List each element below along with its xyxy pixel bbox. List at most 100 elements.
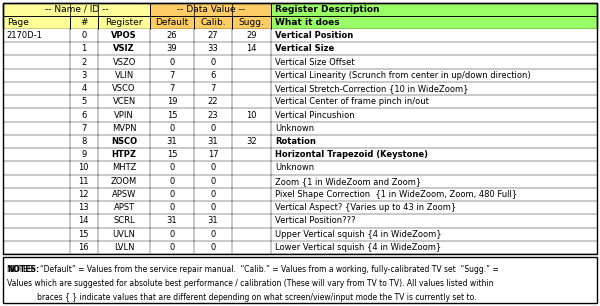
Text: MVPN: MVPN (112, 124, 136, 133)
Text: 6: 6 (81, 110, 86, 120)
Bar (194, 29, 232, 42)
Text: Zoom {1 in WideZoom and Zoom}: Zoom {1 in WideZoom and Zoom} (275, 177, 421, 186)
Bar (3, 29, 70, 42)
Bar (98, 16, 151, 29)
Bar (70, 148, 98, 161)
Bar (70, 69, 98, 82)
Text: 15: 15 (79, 230, 89, 239)
Text: VCEN: VCEN (113, 97, 136, 106)
Text: VSIZ: VSIZ (113, 44, 135, 53)
Text: 0: 0 (211, 58, 215, 67)
Bar (194, 108, 232, 122)
Text: -- Name / ID --: -- Name / ID -- (45, 5, 109, 14)
Bar (194, 16, 232, 29)
Bar (194, 201, 232, 214)
Bar (151, 29, 194, 42)
Bar (271, 175, 597, 188)
Bar (98, 161, 151, 175)
Bar (271, 228, 597, 241)
Bar (151, 16, 194, 29)
Bar (3, 42, 70, 55)
Text: Unknown: Unknown (275, 124, 314, 133)
Text: VSZO: VSZO (112, 58, 136, 67)
Bar (3, 3, 151, 16)
Bar (194, 148, 232, 161)
Text: 0: 0 (169, 203, 175, 212)
Bar (194, 161, 232, 175)
Bar (70, 241, 98, 254)
Bar (98, 29, 151, 42)
Bar (151, 241, 194, 254)
Text: 0: 0 (169, 124, 175, 133)
Text: 0: 0 (211, 190, 215, 199)
Text: 0: 0 (81, 31, 86, 40)
Text: 31: 31 (167, 137, 178, 146)
Bar (70, 135, 98, 148)
Bar (151, 42, 194, 55)
Bar (151, 214, 194, 228)
Bar (232, 175, 271, 188)
Text: 7: 7 (81, 124, 86, 133)
Bar (232, 201, 271, 214)
Text: APSW: APSW (112, 190, 136, 199)
Text: NOTES:  “Default” = Values from the service repair manual.  “Calib.” = Values fr: NOTES: “Default” = Values from the servi… (7, 266, 499, 274)
Bar (194, 228, 232, 241)
Bar (194, 241, 232, 254)
Text: Vertical Pincushion: Vertical Pincushion (275, 110, 355, 120)
Bar (70, 188, 98, 201)
Text: Default: Default (155, 18, 188, 27)
Bar (3, 69, 70, 82)
Text: 31: 31 (167, 216, 178, 226)
Bar (3, 188, 70, 201)
Bar (151, 228, 194, 241)
Bar (3, 214, 70, 228)
Text: braces { } indicate values that are different depending on what screen/view/inpu: braces { } indicate values that are diff… (37, 293, 476, 303)
Bar (232, 69, 271, 82)
Bar (3, 257, 597, 303)
Bar (70, 214, 98, 228)
Bar (151, 55, 194, 69)
Bar (232, 55, 271, 69)
Text: 0: 0 (211, 230, 215, 239)
Text: Vertical Size: Vertical Size (275, 44, 334, 53)
Bar (3, 135, 70, 148)
Bar (151, 188, 194, 201)
Text: 17: 17 (208, 150, 218, 159)
Bar (271, 214, 597, 228)
Text: 0: 0 (169, 230, 175, 239)
Bar (98, 148, 151, 161)
Bar (271, 69, 597, 82)
Bar (271, 95, 597, 108)
Bar (70, 16, 98, 29)
Text: Vertical Size Offset: Vertical Size Offset (275, 58, 355, 67)
Bar (271, 135, 597, 148)
Text: 2: 2 (81, 58, 86, 67)
Text: 2170D-1: 2170D-1 (6, 31, 42, 40)
Bar (194, 95, 232, 108)
Bar (98, 69, 151, 82)
Bar (194, 69, 232, 82)
Bar (98, 241, 151, 254)
Text: Vertical Center of frame pinch in/out: Vertical Center of frame pinch in/out (275, 97, 429, 106)
Bar (98, 135, 151, 148)
Bar (232, 135, 271, 148)
Text: 22: 22 (208, 97, 218, 106)
Bar (151, 95, 194, 108)
Text: 8: 8 (81, 137, 86, 146)
Text: 0: 0 (211, 163, 215, 173)
Bar (98, 122, 151, 135)
Bar (151, 175, 194, 188)
Bar (232, 122, 271, 135)
Bar (232, 214, 271, 228)
Text: 0: 0 (211, 177, 215, 186)
Text: -- Data Value --: -- Data Value -- (176, 5, 245, 14)
Bar (271, 55, 597, 69)
Bar (3, 228, 70, 241)
Text: Vertical Aspect? {Varies up to 43 in Zoom}: Vertical Aspect? {Varies up to 43 in Zoo… (275, 203, 456, 212)
Bar (271, 108, 597, 122)
Text: 7: 7 (169, 84, 175, 93)
Bar (3, 122, 70, 135)
Text: 4: 4 (81, 84, 86, 93)
Bar (70, 161, 98, 175)
Bar (98, 214, 151, 228)
